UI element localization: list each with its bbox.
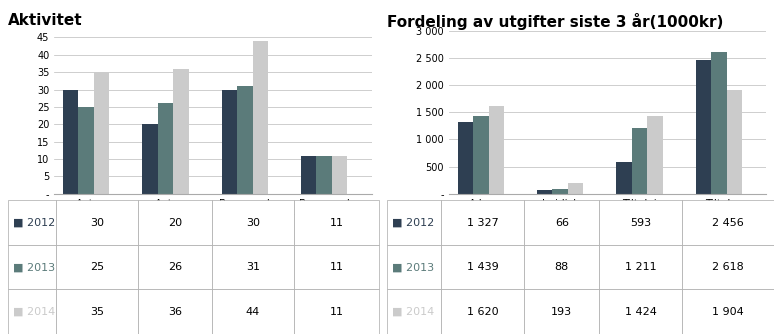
Bar <box>94 72 109 194</box>
Bar <box>63 90 78 194</box>
Text: Fordeling av utgifter siste 3 år(1000kr): Fordeling av utgifter siste 3 år(1000kr) <box>387 13 724 30</box>
Text: Aktivitet: Aktivitet <box>8 13 82 28</box>
Bar <box>696 60 711 194</box>
Bar <box>301 156 317 194</box>
Bar <box>173 69 189 194</box>
Bar <box>711 52 727 194</box>
Bar <box>237 86 252 194</box>
Bar <box>78 107 94 194</box>
Bar <box>537 190 553 194</box>
Bar <box>727 91 742 194</box>
Bar <box>473 116 488 194</box>
Bar <box>142 124 158 194</box>
Bar <box>252 41 268 194</box>
Bar <box>457 122 473 194</box>
Bar <box>332 156 348 194</box>
Bar <box>568 183 584 194</box>
Bar <box>616 162 632 194</box>
Bar <box>158 104 173 194</box>
Bar <box>553 189 568 194</box>
Bar <box>317 156 332 194</box>
Bar <box>647 117 663 194</box>
Bar <box>488 106 504 194</box>
Bar <box>632 128 647 194</box>
Bar <box>221 90 237 194</box>
